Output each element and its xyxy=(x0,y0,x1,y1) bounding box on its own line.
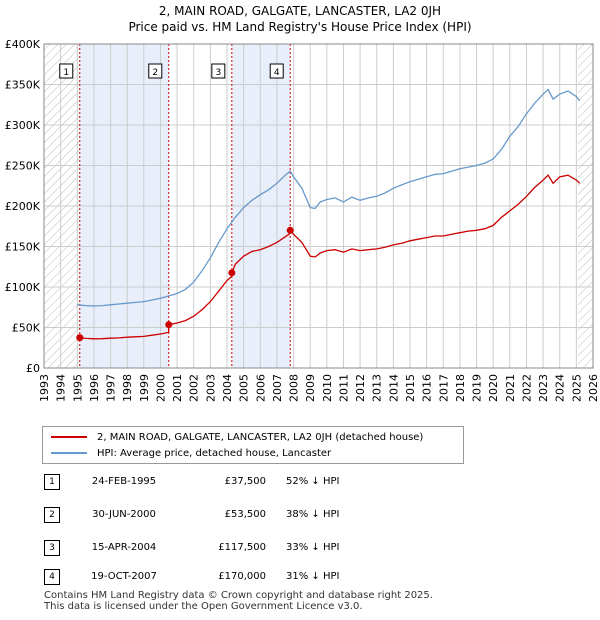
transaction-price: £53,500 xyxy=(224,509,266,520)
x-tick-label: 2019 xyxy=(471,374,484,402)
x-tick-label: 2016 xyxy=(421,374,434,402)
x-tick-label: 2009 xyxy=(304,374,317,402)
x-tick-label: 1998 xyxy=(121,374,134,402)
x-tick-label: 2003 xyxy=(204,374,217,402)
x-tick-label: 2013 xyxy=(371,374,384,402)
x-tick-label: 2004 xyxy=(221,374,234,402)
transaction-row: 4 19-OCT-2007 £170,000 31% ↓ HPI xyxy=(0,567,600,587)
y-tick-label: £0 xyxy=(26,362,40,375)
y-tick-label: £250K xyxy=(5,160,41,173)
x-tick-label: 2000 xyxy=(154,374,167,402)
sale-point xyxy=(76,334,84,342)
footer-line-1: Contains HM Land Registry data © Crown c… xyxy=(44,590,433,601)
transaction-price: £170,000 xyxy=(218,571,266,582)
y-tick-label: £150K xyxy=(5,241,41,254)
transaction-date: 19-OCT-2007 xyxy=(91,571,157,582)
transaction-hpi: 31% ↓ HPI xyxy=(286,571,340,582)
legend-item-hpi: HPI: Average price, detached house, Lanc… xyxy=(51,445,331,461)
transaction-number: 2 xyxy=(44,507,60,523)
footer-line-2: This data is licensed under the Open Gov… xyxy=(44,601,363,612)
transaction-hpi: 33% ↓ HPI xyxy=(286,542,340,553)
x-tick-label: 2008 xyxy=(288,374,301,402)
sale-label-box xyxy=(59,63,74,79)
x-tick-label: 2002 xyxy=(188,374,201,402)
x-tick-label: 2026 xyxy=(587,374,600,402)
transaction-number: 1 xyxy=(44,474,60,490)
legend-swatch-price xyxy=(51,436,87,438)
transaction-row: 2 30-JUN-2000 £53,500 38% ↓ HPI xyxy=(0,505,600,525)
x-tick-label: 1994 xyxy=(55,374,68,402)
legend-swatch-hpi xyxy=(51,452,87,454)
y-tick-label: £50K xyxy=(12,322,41,335)
transaction-row: 1 24-FEB-1995 £37,500 52% ↓ HPI xyxy=(0,472,600,492)
x-tick-label: 2023 xyxy=(537,374,550,402)
x-tick-label: 1993 xyxy=(38,374,51,402)
chart-title-line1: 2, MAIN ROAD, GALGATE, LANCASTER, LA2 0J… xyxy=(158,4,442,18)
transaction-date: 15-APR-2004 xyxy=(91,542,157,553)
legend-label-hpi: HPI: Average price, detached house, Lanc… xyxy=(97,447,332,459)
chart-title-line2: Price paid vs. HM Land Registry's House … xyxy=(128,20,472,34)
plot-border xyxy=(43,43,594,369)
x-tick-label: 2022 xyxy=(520,374,533,402)
x-tick-label: 2021 xyxy=(504,374,517,402)
sale-label-box xyxy=(269,63,284,79)
y-tick-label: £300K xyxy=(5,119,41,132)
transaction-price: £37,500 xyxy=(224,476,266,487)
x-tick-label: 1995 xyxy=(71,374,84,402)
transaction-date: 24-FEB-1995 xyxy=(91,476,157,487)
legend-label-price: 2, MAIN ROAD, GALGATE, LANCASTER, LA2 0J… xyxy=(97,431,424,443)
sale-label-number: 2 xyxy=(152,68,158,78)
x-tick-label: 2017 xyxy=(437,374,450,402)
transaction-hpi: 38% ↓ HPI xyxy=(286,509,340,520)
x-tick-label: 2005 xyxy=(238,374,251,402)
x-tick-label: 1996 xyxy=(88,374,101,402)
sale-label-number: 3 xyxy=(215,68,221,78)
y-tick-label: £350K xyxy=(5,79,41,92)
transaction-price: £117,500 xyxy=(218,542,266,553)
x-tick-label: 2012 xyxy=(354,374,367,402)
sale-point xyxy=(165,321,173,329)
chart-legend: 2, MAIN ROAD, GALGATE, LANCASTER, LA2 0J… xyxy=(42,426,464,464)
sale-label-number: 1 xyxy=(63,68,69,78)
legend-item-price: 2, MAIN ROAD, GALGATE, LANCASTER, LA2 0J… xyxy=(51,429,423,445)
x-tick-label: 2011 xyxy=(337,374,350,402)
transaction-number: 3 xyxy=(44,540,60,556)
transaction-hpi: 52% ↓ HPI xyxy=(286,476,340,487)
x-tick-label: 2020 xyxy=(487,374,500,402)
x-tick-label: 2006 xyxy=(254,374,267,402)
x-tick-label: 2010 xyxy=(321,374,334,402)
transaction-number: 4 xyxy=(44,569,60,585)
x-tick-label: 2007 xyxy=(271,374,284,402)
y-tick-label: £100K xyxy=(5,281,41,294)
x-tick-label: 2025 xyxy=(570,374,583,402)
y-tick-label: £400K xyxy=(5,38,41,51)
sale-label-box xyxy=(211,63,226,79)
sale-label-number: 4 xyxy=(274,68,280,78)
x-tick-label: 2018 xyxy=(454,374,467,402)
price-paid-line xyxy=(79,174,581,340)
sale-label-box xyxy=(148,63,163,79)
x-tick-label: 1999 xyxy=(138,374,151,402)
sale-point xyxy=(228,269,236,277)
x-tick-label: 2015 xyxy=(404,374,417,402)
x-tick-label: 2024 xyxy=(554,374,567,402)
footer-attribution: Contains HM Land Registry data © Crown c… xyxy=(44,590,433,612)
transaction-row: 3 15-APR-2004 £117,500 33% ↓ HPI xyxy=(0,538,600,558)
x-tick-label: 1997 xyxy=(105,374,118,402)
hpi-line xyxy=(77,88,581,307)
x-tick-label: 2001 xyxy=(171,374,184,402)
y-tick-label: £200K xyxy=(5,200,41,213)
sale-point xyxy=(286,226,294,234)
x-tick-label: 2014 xyxy=(387,374,400,402)
transaction-date: 30-JUN-2000 xyxy=(92,509,156,520)
price-chart: £0 £50K £100K £150K £200K £250K £300K £350K £400… xyxy=(5,38,600,402)
